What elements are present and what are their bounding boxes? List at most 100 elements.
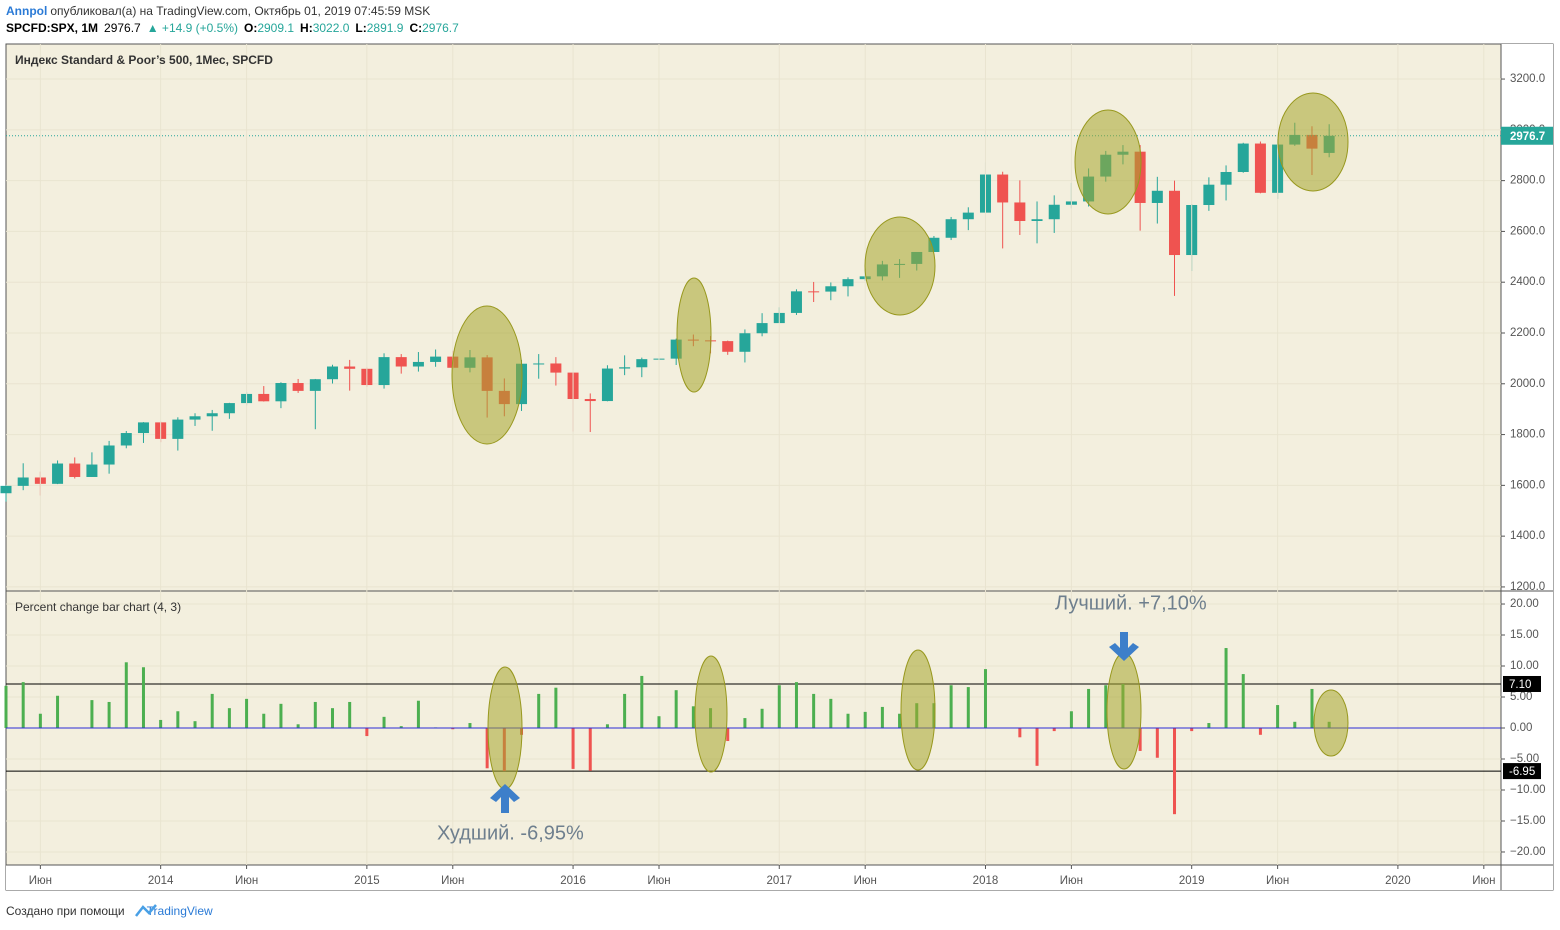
x-tick-label: 2017 [766,875,792,887]
level-label: -6.95 [1509,766,1535,778]
y-tick-label: −5.00 [1510,753,1539,765]
footer-brand[interactable]: TradingView [147,904,213,918]
candle-body [326,366,338,380]
candle-body [0,485,12,494]
x-tick-label: Июн [441,875,464,887]
bar [159,719,163,728]
bar [537,693,541,728]
bar [1276,705,1280,728]
x-tick-label: Июн [647,875,670,887]
bar [863,711,867,728]
bar [1069,711,1073,728]
candle-body [275,383,287,402]
y-tick-label: 1200.0 [1510,581,1545,593]
bar [176,711,180,728]
ohlc-label: C: [409,21,422,35]
brand-logo [135,904,157,917]
y-tick-label: 2000.0 [1510,378,1545,390]
highlight [1106,652,1142,770]
annotation: Худший. -6,95% [437,822,584,844]
bar [1087,688,1091,728]
bar [1018,728,1022,738]
highlight [1313,689,1349,757]
ohlc-value: 2976.7 [422,21,459,35]
bar [571,728,575,769]
x-tick-label: Июн [235,875,258,887]
author[interactable]: Annpol [6,4,47,18]
bar [227,708,231,728]
ohlc-label: H: [300,21,313,35]
y-tick-label: 2800.0 [1510,175,1545,187]
bar [691,706,695,728]
bar [90,700,94,728]
candle-body [1031,219,1043,222]
pane-title: Percent change bar chart (4, 3) [15,600,181,614]
y-tick-label: 2600.0 [1510,225,1545,237]
highlights [451,92,1349,790]
bar [898,713,902,728]
bar [1173,728,1177,815]
candle-body [1014,202,1026,222]
candle-body [292,383,304,391]
candle-body [309,379,321,391]
bar [554,687,558,728]
candle-body [584,399,596,402]
candle-body [17,477,29,486]
published: опубликовал(а) на TradingView.com, Октяб… [50,4,430,18]
footer: Создано при помощи TradingView [6,904,213,918]
highlight [864,216,936,316]
bar [382,716,386,728]
bar [1190,728,1194,732]
candle-body [619,367,631,369]
bar [1293,721,1297,728]
y-tick-label: 1600.0 [1510,479,1545,491]
level-box [1503,763,1541,780]
price-scale [1501,44,1553,890]
y-tick-label: −15.00 [1510,815,1546,827]
highlight [1277,92,1349,192]
candle-body [137,422,149,434]
candle-body [172,419,184,439]
candle-body [412,361,424,367]
bar [846,713,850,728]
candle-body [344,366,356,369]
level-box [1503,675,1541,692]
candle-body [395,357,407,367]
y-tick-label: 0.00 [1510,722,1532,734]
candle-body [1048,204,1060,220]
candle-body [842,279,854,287]
bar [296,724,300,728]
bar [348,701,352,728]
bar [1104,685,1108,728]
annotation: Лучший. +7,10% [1055,592,1207,614]
bar [124,662,128,728]
bar [4,685,8,728]
bar [1207,723,1211,728]
y-tick-label: −10.00 [1510,784,1546,796]
ohlc-value: 2891.9 [367,21,404,35]
ohlc-value: 2909.1 [257,21,294,35]
candle-body [670,339,682,359]
bar [56,695,60,728]
ticker: SPCFD:SPX, 1M 2976.7 ▲ +14.9 (+0.5%) O:2909… [6,21,459,35]
y-tick-label: 2200.0 [1510,327,1545,339]
bar [1035,728,1039,766]
change: ▲ +14.9 (+0.5%) [147,21,238,35]
x-tick-label: Июн [1266,875,1289,887]
bar [330,708,334,728]
marks: 1200.0 1400.0 1600.0 1800.0 2000.0 2200.0 2400… [0,44,1546,865]
arrow-down [1109,632,1139,661]
candle-body [189,416,201,420]
bar [640,675,644,728]
candle-body [378,357,390,386]
bar [245,698,249,728]
bar [1258,728,1262,735]
candle-body [945,219,957,238]
bar [726,728,730,742]
time-scale [6,865,1501,890]
candle-body [997,174,1009,203]
pane-title: Индекс Standard & Poor’s 500, 1Мес, SPCF… [15,53,273,67]
y-tick-label: −20.00 [1510,846,1546,858]
bar [674,690,678,728]
